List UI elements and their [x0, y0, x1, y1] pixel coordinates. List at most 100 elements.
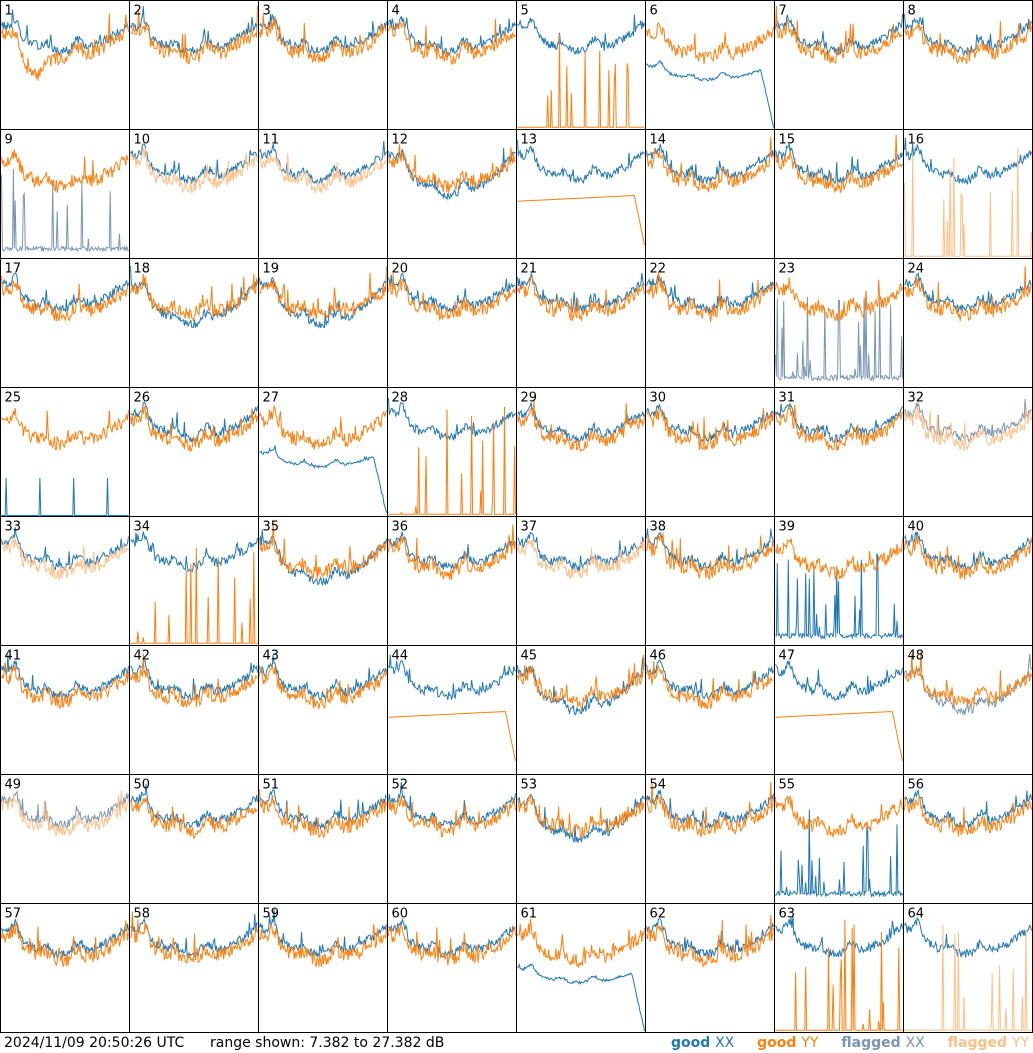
series-yy-24 [904, 266, 1032, 322]
panel-label: 49 [5, 778, 22, 793]
panel-label: 16 [908, 133, 925, 148]
panel-label: 53 [521, 778, 538, 793]
series-yy-39 [775, 538, 903, 581]
panel-frame [129, 645, 259, 775]
panel-58: 58 [129, 903, 259, 1033]
panel-17: 17 [0, 258, 130, 388]
panel-frame [903, 903, 1033, 1033]
panel-frame [258, 645, 388, 775]
panel-label: 57 [5, 907, 22, 922]
panel-label: 35 [263, 520, 280, 535]
panel-6: 6 [645, 0, 775, 130]
series-xx-59 [259, 908, 387, 959]
series-yy-10 [130, 147, 258, 194]
panel-61: 61 [516, 903, 646, 1033]
panel-frame [387, 516, 517, 646]
panel-20: 20 [387, 258, 517, 388]
panel-label: 12 [392, 133, 409, 148]
panel-41: 41 [0, 645, 130, 775]
panel-label: 4 [392, 4, 400, 19]
series-xx-43 [259, 654, 387, 701]
legend-good-yy-word: good [757, 1035, 797, 1051]
panel-label: 2 [134, 4, 142, 19]
legend-good-xx: good XX [671, 1035, 739, 1051]
panel-label: 43 [263, 649, 280, 664]
panel-label: 41 [5, 649, 22, 664]
panel-28: 28 [387, 387, 517, 517]
panel-frame [0, 0, 130, 130]
series-xx-64 [904, 916, 1032, 958]
series-yy-14 [646, 136, 774, 193]
series-xx-23 [775, 296, 903, 383]
panel-label: 23 [779, 262, 796, 277]
panel-46: 46 [645, 645, 775, 775]
panel-label: 22 [650, 262, 667, 277]
panel-35: 35 [258, 516, 388, 646]
panel-frame [0, 516, 130, 646]
series-yy-33 [1, 537, 129, 580]
panel-8: 8 [903, 0, 1033, 130]
panel-38: 38 [645, 516, 775, 646]
panel-frame [645, 387, 775, 517]
panel-label: 58 [134, 907, 151, 922]
panel-16: 16 [903, 129, 1033, 259]
series-yy-18 [130, 273, 258, 322]
series-xx-10 [130, 143, 258, 185]
panel-49: 49 [0, 774, 130, 904]
series-yy-49 [1, 790, 129, 837]
panel-label: 27 [263, 391, 280, 406]
series-xx-25 [1, 477, 129, 516]
series-xx-24 [904, 271, 1032, 313]
series-xx-14 [646, 144, 774, 185]
series-yy-51 [259, 788, 387, 839]
series-yy-57 [1, 920, 129, 968]
panel-frame [387, 258, 517, 388]
panel-label: 20 [392, 262, 409, 277]
panel-14: 14 [645, 129, 775, 259]
panel-label: 5 [521, 4, 529, 19]
series-xx-37 [517, 531, 645, 572]
panel-33: 33 [0, 516, 130, 646]
panel-frame [516, 516, 646, 646]
panel-44: 44 [387, 645, 517, 775]
panel-frame [129, 516, 259, 646]
panel-48: 48 [903, 645, 1033, 775]
panel-frame [774, 387, 904, 517]
series-yy-45 [517, 654, 645, 710]
panel-frame [0, 903, 130, 1033]
panel-frame [903, 0, 1033, 130]
panel-label: 29 [521, 391, 538, 406]
panel-label: 45 [521, 649, 538, 664]
panel-32: 32 [903, 387, 1033, 517]
series-yy-47 [775, 710, 903, 762]
series-yy-3 [259, 14, 387, 64]
series-xx-55 [775, 809, 903, 898]
panel-53: 53 [516, 774, 646, 904]
legend-good-yy: good YY [757, 1035, 823, 1051]
panel-27: 27 [258, 387, 388, 517]
series-yy-64 [904, 924, 1032, 1031]
panel-19: 19 [258, 258, 388, 388]
panel-label: 24 [908, 262, 925, 277]
legend-good-yy-pol: YY [801, 1035, 819, 1051]
panel-label: 61 [521, 907, 538, 922]
panel-label: 44 [392, 649, 409, 664]
panel-54: 54 [645, 774, 775, 904]
panel-18: 18 [129, 258, 259, 388]
series-yy-23 [775, 277, 903, 322]
series-xx-29 [517, 402, 645, 443]
panel-frame [774, 258, 904, 388]
panel-label: 9 [5, 133, 13, 148]
panel-label: 52 [392, 778, 409, 793]
panel-label: 39 [779, 520, 796, 535]
legend-flagged-yy-pol: YY [1011, 1035, 1029, 1051]
panel-label: 6 [650, 4, 658, 19]
series-xx-32 [904, 398, 1032, 442]
panel-frame [387, 645, 517, 775]
series-yy-55 [775, 795, 903, 838]
panel-label: 13 [521, 133, 538, 148]
panel-frame [258, 0, 388, 130]
panel-57: 57 [0, 903, 130, 1033]
panel-label: 64 [908, 907, 925, 922]
panel-11: 11 [258, 129, 388, 259]
